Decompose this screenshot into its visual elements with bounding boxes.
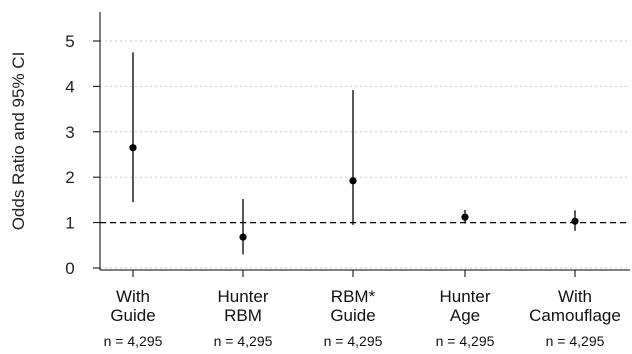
category-label: With bbox=[558, 287, 592, 306]
y-ticks: 0 1 2 3 4 5 bbox=[65, 32, 100, 278]
y-tick-label: 2 bbox=[65, 168, 74, 187]
y-tick-label: 1 bbox=[65, 214, 74, 233]
category-label: Guide bbox=[110, 306, 155, 325]
sample-size-label: n = 4,295 bbox=[104, 333, 163, 349]
grid bbox=[100, 40, 630, 269]
y-tick-label: 5 bbox=[65, 32, 74, 51]
odds-ratio-point bbox=[571, 217, 579, 225]
marks bbox=[129, 52, 579, 255]
category-label: RBM bbox=[224, 306, 262, 325]
odds-ratio-point bbox=[461, 213, 469, 221]
odds-ratio-point bbox=[239, 233, 247, 241]
category-label: RBM* bbox=[331, 287, 376, 306]
y-axis-title: Odds Ratio and 95% CI bbox=[9, 52, 28, 231]
sample-size-label: n = 4,295 bbox=[214, 333, 273, 349]
odds-ratio-point bbox=[349, 177, 357, 185]
odds-ratio-point bbox=[129, 144, 137, 152]
category-label: With bbox=[116, 287, 150, 306]
sample-size-label: n = 4,295 bbox=[436, 333, 495, 349]
y-tick-label: 4 bbox=[65, 77, 74, 96]
category-label: Age bbox=[450, 306, 480, 325]
category-label: Guide bbox=[330, 306, 375, 325]
sample-size-label: n = 4,295 bbox=[324, 333, 383, 349]
sample-size-label: n = 4,295 bbox=[546, 333, 605, 349]
y-tick-label: 0 bbox=[65, 259, 74, 278]
category-label: Hunter bbox=[217, 287, 268, 306]
y-tick-label: 3 bbox=[65, 123, 74, 142]
category-label: Camouflage bbox=[529, 306, 621, 325]
category-label: Hunter bbox=[439, 287, 490, 306]
